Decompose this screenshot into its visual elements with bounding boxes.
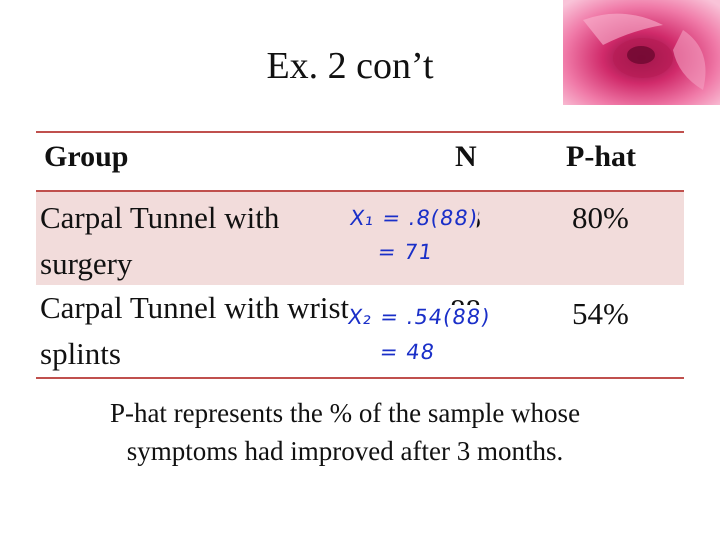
header-cell: Group [44, 140, 129, 173]
handwritten-note: X₂ = .54(88) [346, 305, 492, 329]
group-cell: Carpal Tunnel with surgery [40, 200, 280, 281]
header-cell: N [455, 140, 477, 173]
table-top-rule [36, 131, 684, 133]
handwritten-note: = 48 [378, 340, 437, 364]
table-bottom-rule [36, 377, 684, 379]
phat-cell: 54% [572, 296, 629, 331]
phat-cell: 80% [572, 200, 629, 235]
handwritten-note: X₁ = .8(88) [348, 206, 480, 230]
rose-image [563, 0, 720, 105]
footnote-line: P-hat represents the % of the sample who… [109, 398, 581, 428]
header-rule [36, 190, 684, 192]
group-cell: Carpal Tunnel with wrist splints [40, 290, 350, 371]
handwritten-note: = 71 [376, 240, 435, 264]
header-cell: P-hat [566, 140, 636, 173]
footnote-line: symptoms had improved after 3 months. [126, 436, 564, 466]
title: Ex. 2 con’t [266, 45, 434, 87]
